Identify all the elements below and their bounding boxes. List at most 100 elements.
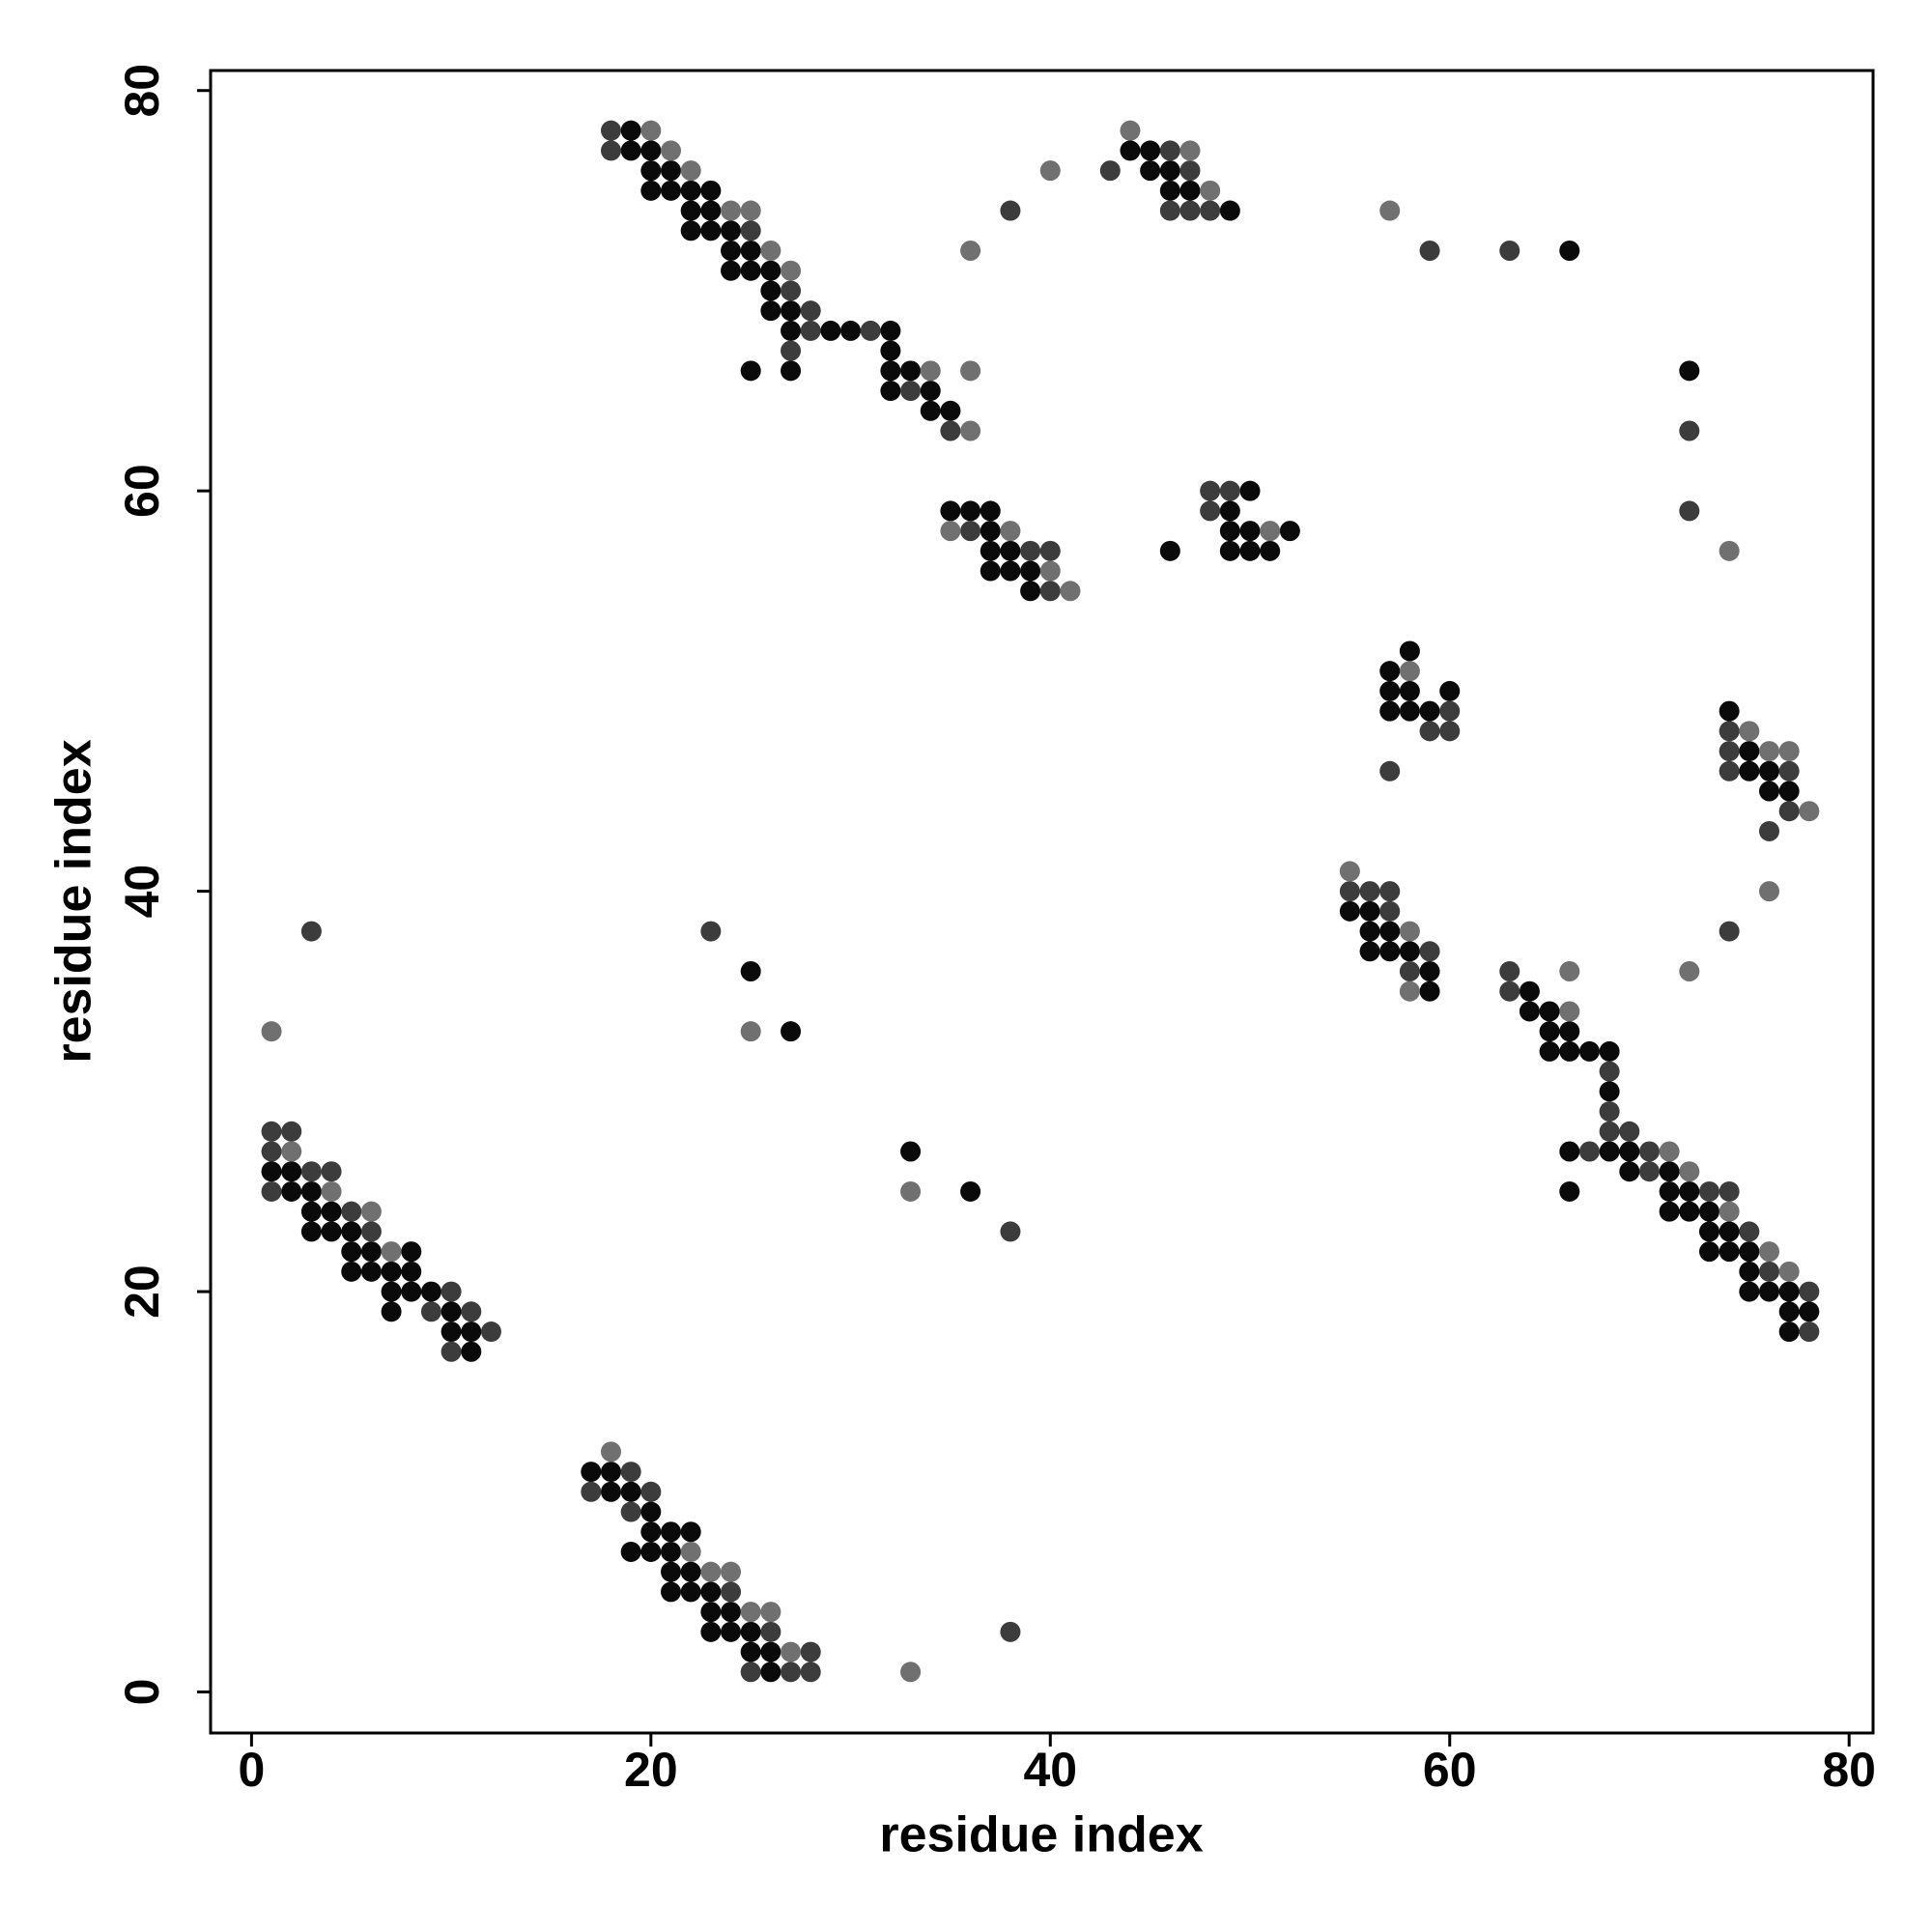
data-point xyxy=(1239,480,1261,501)
data-point xyxy=(1439,700,1461,722)
data-point xyxy=(800,1641,821,1662)
data-point xyxy=(781,1021,802,1042)
data-point xyxy=(740,260,761,281)
data-point xyxy=(1559,1021,1580,1042)
data-point xyxy=(1379,900,1401,922)
data-point xyxy=(680,1581,701,1603)
data-point xyxy=(461,1321,482,1343)
data-point xyxy=(640,1501,662,1522)
data-point xyxy=(960,1180,981,1202)
data-point xyxy=(1359,921,1380,942)
data-point xyxy=(300,1161,322,1182)
data-point xyxy=(620,1462,641,1483)
data-point xyxy=(1778,1281,1800,1302)
data-point xyxy=(760,241,781,262)
data-point xyxy=(640,160,662,182)
data-point xyxy=(1140,160,1161,182)
data-point xyxy=(1499,241,1520,262)
data-point xyxy=(1200,180,1221,201)
data-point xyxy=(1000,1221,1021,1242)
data-point xyxy=(440,1321,462,1343)
data-point xyxy=(1578,1040,1600,1062)
data-point xyxy=(1799,801,1820,822)
data-point xyxy=(721,1602,742,1623)
y-axis-title: residue index xyxy=(46,739,102,1063)
data-point xyxy=(721,241,742,262)
data-point xyxy=(341,1261,362,1282)
data-point xyxy=(700,1581,722,1603)
data-point xyxy=(381,1241,402,1263)
data-point xyxy=(1439,721,1461,742)
data-point xyxy=(1719,741,1740,762)
data-point xyxy=(800,1662,821,1683)
data-point xyxy=(1778,760,1800,781)
data-point xyxy=(1020,581,1041,602)
data-point xyxy=(401,1261,422,1282)
data-point xyxy=(1559,1141,1580,1162)
data-point xyxy=(261,1121,282,1142)
data-point xyxy=(980,500,1001,522)
data-point xyxy=(680,220,701,242)
data-point xyxy=(1379,921,1401,942)
data-point xyxy=(680,1561,701,1582)
data-point xyxy=(1759,1241,1780,1263)
data-point xyxy=(700,921,722,942)
data-point xyxy=(1039,560,1061,582)
data-point xyxy=(1778,1261,1800,1282)
data-point xyxy=(620,1481,641,1502)
data-point xyxy=(1679,420,1700,441)
data-point xyxy=(381,1281,402,1302)
data-point xyxy=(1659,1161,1680,1182)
data-point xyxy=(1399,661,1420,682)
data-point xyxy=(261,1141,282,1162)
data-point xyxy=(880,340,901,361)
data-point xyxy=(1679,961,1700,982)
data-point xyxy=(1399,980,1420,1002)
data-point xyxy=(840,320,862,341)
data-point xyxy=(920,381,941,402)
data-point xyxy=(1419,241,1440,262)
data-point xyxy=(740,360,761,382)
data-point xyxy=(1759,781,1780,802)
data-point xyxy=(600,120,621,141)
data-point xyxy=(261,1021,282,1042)
data-point xyxy=(461,1301,482,1322)
data-point xyxy=(1379,700,1401,722)
data-point xyxy=(620,140,641,161)
data-point xyxy=(1719,1241,1740,1263)
data-point xyxy=(880,360,901,382)
data-point xyxy=(661,1561,682,1582)
data-point xyxy=(1099,160,1121,182)
data-point xyxy=(1759,1281,1780,1302)
data-point xyxy=(1439,680,1461,701)
data-point xyxy=(740,1621,761,1642)
data-point xyxy=(600,1462,621,1483)
data-point xyxy=(960,420,981,441)
x-tick-label: 0 xyxy=(238,1743,265,1797)
data-point xyxy=(1719,1201,1740,1222)
data-point xyxy=(360,1221,382,1242)
data-point xyxy=(740,1602,761,1623)
data-point xyxy=(1559,241,1580,262)
data-point xyxy=(640,180,662,201)
data-point xyxy=(1679,500,1700,522)
data-point xyxy=(341,1221,362,1242)
data-point xyxy=(281,1141,302,1162)
data-point xyxy=(680,160,701,182)
data-point xyxy=(300,1221,322,1242)
data-point xyxy=(740,1641,761,1662)
data-point xyxy=(620,1541,641,1562)
data-point xyxy=(1399,640,1420,662)
data-point xyxy=(401,1241,422,1263)
data-point xyxy=(1719,760,1740,781)
data-point xyxy=(1000,521,1021,542)
data-point xyxy=(900,381,922,402)
data-point xyxy=(1619,1141,1640,1162)
x-axis-title: residue index xyxy=(879,1807,1203,1863)
data-point xyxy=(1219,540,1240,561)
data-point xyxy=(1419,941,1440,962)
data-point xyxy=(1159,180,1180,201)
data-point xyxy=(1659,1180,1680,1202)
data-point xyxy=(1379,760,1401,781)
